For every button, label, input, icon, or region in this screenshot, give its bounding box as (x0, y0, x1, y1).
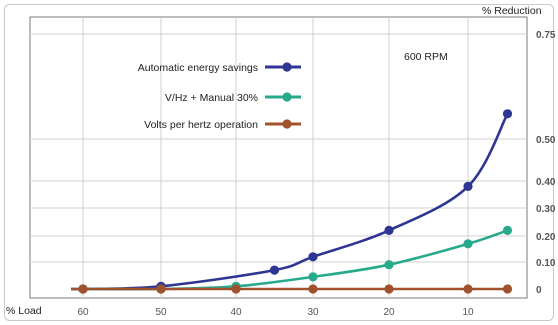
x-tick-label: 20 (383, 307, 395, 318)
y-tick-label: 0.10 (536, 258, 556, 269)
data-point (463, 284, 473, 294)
y-tick-label: 0 (536, 285, 542, 296)
data-point (502, 225, 513, 235)
x-tick-label: 60 (77, 307, 89, 318)
x-axis-title: % Load (6, 305, 42, 317)
chart-frame (4, 4, 554, 321)
y-tick-label: 0.75 (536, 30, 556, 41)
series-line-2 (71, 229, 508, 291)
x-tick-label: 40 (230, 307, 242, 318)
data-point (384, 284, 394, 294)
data-point (502, 109, 513, 119)
series-line-1 (70, 113, 509, 291)
y-tick-label: 0.40 (536, 177, 556, 188)
legend-swatch-marker (282, 119, 292, 129)
y-tick-label: 0.30 (536, 204, 556, 215)
y-axis-title: % Reduction (482, 5, 542, 17)
data-point (384, 260, 394, 270)
data-point (502, 284, 513, 294)
legend-label: V/Hz + Manual 30% (165, 92, 258, 104)
data-point (78, 284, 88, 294)
data-point (308, 284, 318, 294)
data-point (384, 225, 394, 235)
x-tick-label: 10 (462, 307, 474, 318)
y-tick-label: 0.20 (536, 232, 556, 243)
legend-swatch-marker (282, 92, 292, 102)
data-point (231, 284, 241, 294)
data-point (308, 272, 318, 282)
data-point (156, 284, 166, 294)
legend-label: Automatic energy savings (138, 62, 258, 74)
data-point (308, 252, 318, 262)
data-point (463, 239, 473, 249)
plot-area (29, 16, 528, 299)
x-tick-label: 30 (307, 307, 319, 318)
y-tick-label: 0.50 (536, 135, 556, 146)
legend-label: Volts per hertz operation (144, 119, 258, 131)
data-point (269, 265, 280, 275)
legend-swatch-marker (282, 62, 292, 72)
annotation-rpm: 600 RPM (404, 51, 448, 63)
data-point (463, 181, 473, 191)
x-tick-label: 50 (155, 307, 167, 318)
